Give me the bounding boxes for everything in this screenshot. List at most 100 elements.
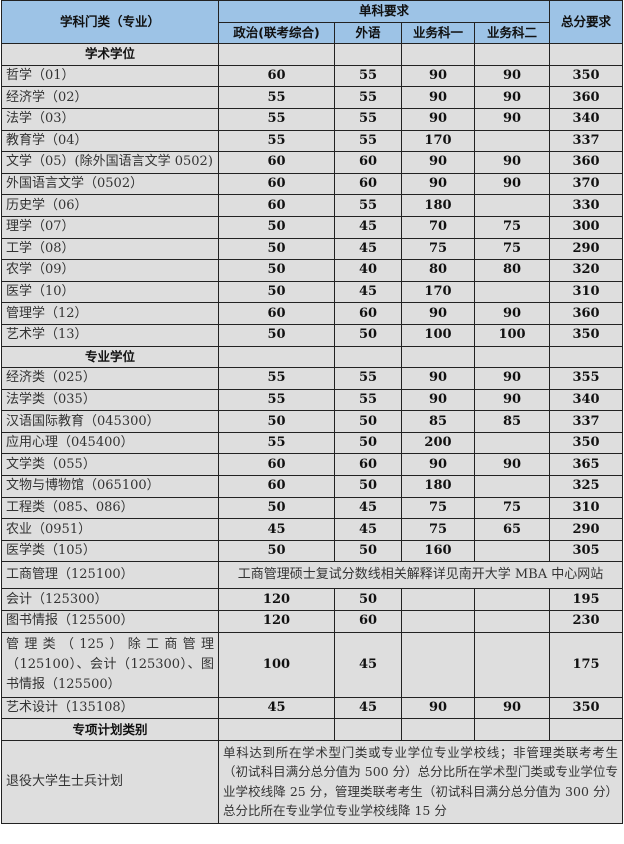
- section-title: 学术学位: [1, 43, 219, 66]
- total-score: 305: [549, 539, 624, 563]
- language-score: 50: [334, 475, 402, 498]
- politics-score: 55: [218, 367, 335, 390]
- table-row: 外国语言文学（0502） 60 60 90 90 370: [1, 172, 624, 196]
- major2-score: 90: [473, 86, 551, 109]
- total-score: 360: [549, 151, 624, 174]
- politics-score: 50: [218, 280, 335, 304]
- major1-score: 160: [401, 539, 475, 563]
- section-header-row: 专项计划类别: [1, 718, 624, 741]
- row-category-name: 管理学（12）: [1, 302, 219, 325]
- major1-score: 90: [401, 302, 475, 325]
- politics-score: 60: [218, 475, 335, 498]
- politics-score: 50: [218, 410, 335, 433]
- table-row: 法学（03） 55 55 90 90 340: [1, 107, 624, 131]
- politics-score: 45: [218, 696, 335, 720]
- score-requirements-table: 学科门类（专业） 单科要求 总分要求 政治(联考综合) 外语 业务科一 业务科二…: [1, 0, 624, 824]
- section-header-row: 学术学位: [1, 43, 624, 66]
- major2-score: 90: [473, 453, 551, 477]
- empty-cell: [549, 43, 624, 66]
- empty-cell: [473, 718, 551, 741]
- row-category-name: 农业（0951）: [1, 518, 219, 541]
- major2-score: [473, 539, 551, 563]
- politics-score: 60: [218, 453, 335, 477]
- row-category-name: 医学类（105）: [1, 539, 219, 563]
- politics-score: 120: [218, 588, 335, 612]
- major1-score: 90: [401, 172, 475, 196]
- total-score: 310: [549, 280, 624, 304]
- major2-score: [473, 475, 551, 498]
- row-category-name: 经济类（025）: [1, 367, 219, 390]
- row-category-name: 医学（10）: [1, 280, 219, 304]
- major2-score: 100: [473, 323, 551, 347]
- politics-score: 45: [218, 518, 335, 541]
- row-category-name: 退役大学生士兵计划: [1, 739, 219, 824]
- language-score: 55: [334, 86, 402, 109]
- total-score: 340: [549, 107, 624, 131]
- row-category-name: 工学（08）: [1, 237, 219, 261]
- table-row: 文学类（055） 60 60 90 90 365: [1, 453, 624, 477]
- politics-score: 50: [218, 539, 335, 563]
- politics-score: 100: [218, 631, 335, 698]
- language-score: 45: [334, 496, 402, 520]
- major1-score: 90: [401, 388, 475, 412]
- table-row: 历史学（06） 60 55 180 330: [1, 194, 624, 217]
- total-score: 320: [549, 259, 624, 282]
- table-row: 农业（0951） 45 45 75 65 290: [1, 518, 624, 541]
- total-score: 355: [549, 367, 624, 390]
- major1-score: 90: [401, 86, 475, 109]
- row-category-name: 文物与博物馆（065100）: [1, 475, 219, 498]
- language-score: 55: [334, 367, 402, 390]
- major2-score: 75: [473, 237, 551, 261]
- language-score: 50: [334, 410, 402, 433]
- empty-cell: [218, 718, 335, 741]
- row-category-name: 应用心理（045400）: [1, 431, 219, 455]
- major2-score: 65: [473, 518, 551, 541]
- empty-cell: [218, 43, 335, 66]
- major1-score: 90: [401, 696, 475, 720]
- politics-score: 50: [218, 323, 335, 347]
- row-note: 单科达到所在学术型门类或专业学位专业学校线；非管理类联考考生（初试科目满分总分值…: [217, 739, 624, 824]
- empty-cell: [473, 43, 551, 66]
- major2-score: [473, 194, 551, 217]
- section-title: 专业学位: [1, 345, 219, 369]
- row-category-name: 工商管理（125100）: [1, 561, 219, 590]
- major2-score: 80: [473, 259, 551, 282]
- major2-score: 90: [473, 367, 551, 390]
- language-score: 60: [334, 172, 402, 196]
- total-score: 360: [549, 86, 624, 109]
- empty-cell: [334, 345, 402, 369]
- politics-score: 60: [218, 302, 335, 325]
- table-row: 退役大学生士兵计划 单科达到所在学术型门类或专业学位专业学校线；非管理类联考考生（…: [1, 739, 624, 824]
- row-category-name: 工程类（085、086）: [1, 496, 219, 520]
- major1-score: [401, 631, 475, 698]
- row-category-name: 经济学（02）: [1, 86, 219, 109]
- table-row: 文物与博物馆（065100） 60 50 180 325: [1, 475, 624, 498]
- row-category-name: 艺术学（13）: [1, 323, 219, 347]
- section-header-row: 专业学位: [1, 345, 624, 369]
- major1-score: 170: [401, 129, 475, 153]
- language-score: 45: [334, 631, 402, 698]
- total-score: 350: [549, 64, 624, 88]
- row-category-name: 教育学（04）: [1, 129, 219, 153]
- empty-cell: [549, 345, 624, 369]
- table-row: 管理学（12） 60 60 90 90 360: [1, 302, 624, 325]
- language-score: 45: [334, 518, 402, 541]
- major2-score: [473, 610, 551, 633]
- major2-score: 75: [473, 496, 551, 520]
- major2-score: 90: [473, 107, 551, 131]
- language-score: 55: [334, 64, 402, 88]
- table-row: 理学（07） 50 45 70 75 300: [1, 215, 624, 239]
- row-category-name: 艺术设计（135108）: [1, 696, 219, 720]
- language-score: 40: [334, 259, 402, 282]
- language-score: 50: [334, 431, 402, 455]
- row-category-name: 会计（125300）: [1, 588, 219, 612]
- empty-cell: [401, 718, 475, 741]
- total-score: 337: [549, 410, 624, 433]
- major1-score: 90: [401, 151, 475, 174]
- major1-score: 180: [401, 194, 475, 217]
- total-score: 310: [549, 496, 624, 520]
- total-score: 350: [549, 696, 624, 720]
- major2-score: 90: [473, 302, 551, 325]
- major2-score: [473, 431, 551, 455]
- table-row: 艺术设计（135108） 45 45 90 90 350: [1, 696, 624, 720]
